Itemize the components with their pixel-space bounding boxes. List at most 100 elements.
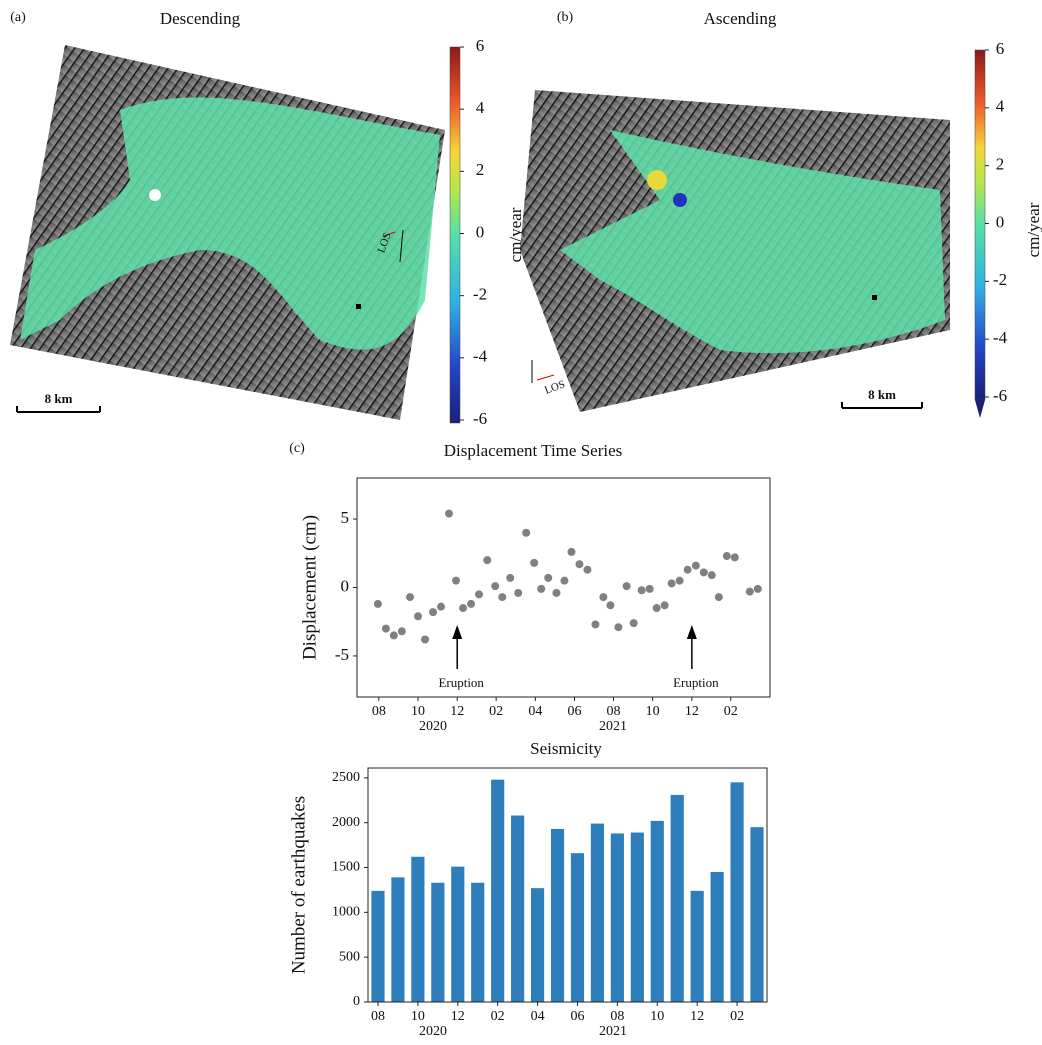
x-tick-label: 12: [685, 704, 699, 719]
bar: [670, 794, 684, 1002]
data-point: [429, 608, 438, 617]
data-point: [537, 584, 546, 593]
scale-bar-label: 8 km: [868, 387, 896, 402]
data-point: [714, 593, 723, 602]
map-title: Ascending: [704, 9, 777, 28]
los-label: LOS: [543, 378, 567, 396]
data-point: [567, 547, 576, 556]
y-tick-label: 0: [353, 994, 360, 1009]
colorbar-tick-label: -6: [473, 409, 487, 428]
bar: [411, 856, 425, 1002]
data-point: [583, 565, 592, 574]
x-tick-label: 08: [371, 1009, 385, 1024]
x-tick-label: 10: [411, 1009, 425, 1024]
data-point: [491, 582, 500, 591]
x-tick-label: 02: [489, 704, 503, 719]
look-arrow: [536, 374, 555, 381]
bar: [371, 890, 385, 1002]
colorbar-tick-label: 6: [476, 36, 485, 55]
bar: [550, 828, 565, 1002]
data-point: [753, 584, 762, 593]
colorbar: [974, 49, 986, 401]
y-tick-label: 2000: [332, 815, 360, 830]
annotation-arrowhead: [452, 625, 463, 639]
x-tick-label: 10: [411, 704, 425, 719]
bar: [690, 890, 704, 1002]
data-point: [699, 568, 708, 577]
gps-marker: [356, 304, 361, 309]
colorbar-label: cm/year: [1024, 202, 1042, 257]
data-point: [745, 587, 754, 596]
scale-bar-label: 8 km: [45, 391, 73, 406]
year-label: 2021: [599, 719, 627, 734]
deformation-overlay: [20, 97, 440, 350]
data-point: [437, 602, 446, 611]
data-point: [667, 579, 676, 588]
subsidence-patch: [673, 193, 687, 207]
x-tick-label: 10: [650, 1009, 664, 1024]
data-point: [452, 576, 461, 585]
x-tick-label: 08: [372, 704, 386, 719]
gps-marker: [872, 295, 877, 300]
bar: [590, 823, 605, 1002]
x-tick-label: 12: [690, 1009, 704, 1024]
data-point: [675, 576, 684, 585]
bar: [491, 779, 505, 1002]
chart-title: Displacement Time Series: [444, 441, 622, 460]
look-arrow: [383, 231, 396, 237]
data-point: [373, 599, 382, 608]
data-point: [683, 565, 692, 574]
data-point: [389, 631, 398, 640]
bar: [511, 815, 525, 1002]
data-point: [530, 558, 539, 567]
colorbar-tick-label: -2: [993, 270, 1007, 289]
map-b: [520, 49, 986, 418]
x-tick-label: 10: [646, 704, 660, 719]
data-point: [421, 635, 430, 644]
data-point: [614, 623, 623, 632]
panel-label: (b): [557, 10, 574, 25]
data-point: [406, 593, 415, 602]
data-point: [629, 619, 638, 628]
data-point: [691, 561, 700, 570]
colorbar-label: cm/year: [506, 207, 525, 262]
x-tick-label: 04: [531, 1009, 545, 1024]
year-label: 2020: [419, 1024, 447, 1039]
colorbar-tick-label: -2: [473, 285, 487, 304]
data-point: [414, 612, 423, 621]
axes-frame: [367, 767, 768, 1003]
data-point: [522, 528, 531, 537]
annotation: Eruption: [438, 675, 484, 690]
data-point: [459, 604, 468, 613]
uplift-patch: [647, 170, 667, 190]
bar: [630, 832, 644, 1002]
map-title: Descending: [160, 9, 241, 28]
bar: [471, 882, 485, 1002]
data-point: [467, 599, 476, 608]
bar: [570, 853, 585, 1002]
x-tick-label: 04: [528, 704, 542, 719]
x-tick-label: 12: [450, 704, 464, 719]
data-point: [652, 604, 661, 613]
data-point: [575, 560, 584, 569]
colorbar-tick-label: 6: [996, 39, 1005, 58]
y-tick-label: 0: [341, 576, 350, 595]
data-point: [444, 509, 453, 518]
bar: [710, 872, 724, 1002]
panel-label: (a): [10, 10, 26, 25]
bar: [610, 833, 624, 1002]
data-point: [397, 627, 406, 636]
data-point: [560, 576, 569, 585]
x-tick-label: 06: [570, 1009, 584, 1024]
colorbar-tick-label: 4: [476, 98, 485, 117]
colorbar-tick-label: -4: [473, 347, 488, 366]
colorbar-extension: [975, 400, 985, 418]
colorbar-tick-label: 2: [476, 160, 485, 179]
bar: [650, 820, 664, 1002]
panel-label: (c): [289, 441, 305, 456]
x-tick-label: 02: [491, 1009, 505, 1024]
annotation: Eruption: [673, 675, 719, 690]
x-tick-label: 02: [730, 1009, 744, 1024]
year-label: 2020: [419, 719, 447, 734]
bar: [750, 827, 764, 1002]
